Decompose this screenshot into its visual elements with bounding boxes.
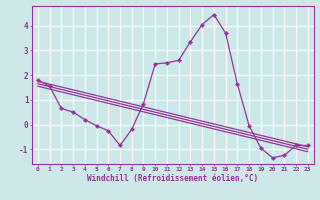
X-axis label: Windchill (Refroidissement éolien,°C): Windchill (Refroidissement éolien,°C) [87,174,258,183]
